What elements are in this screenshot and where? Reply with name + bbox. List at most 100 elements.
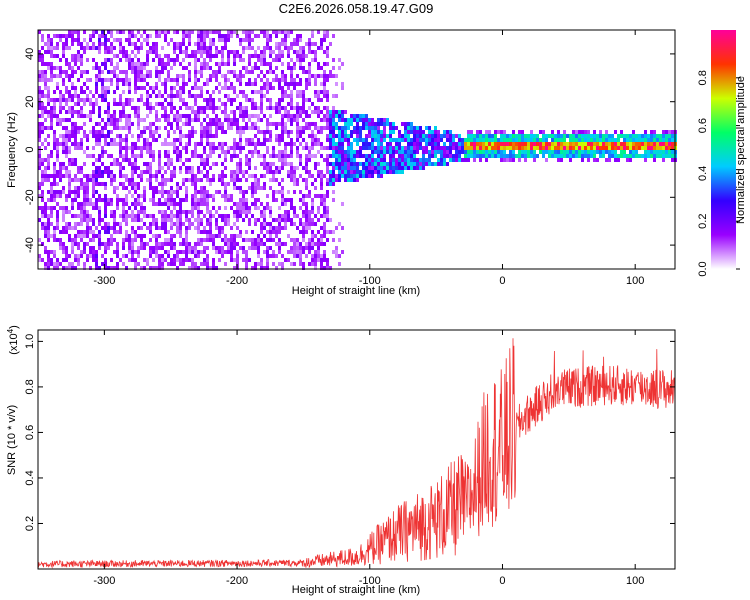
spectrogram-cell — [656, 138, 659, 142]
spectrogram-cell — [95, 74, 98, 78]
spectrogram-cell — [53, 170, 56, 174]
spectrogram-cell — [596, 146, 599, 150]
spectrogram-cell — [590, 154, 593, 158]
spectrogram-cell — [641, 134, 644, 138]
spectrogram-cell — [548, 154, 551, 158]
spectrogram-cell — [215, 146, 218, 150]
y-tick-label: -40 — [24, 237, 36, 253]
spectrogram-cell — [212, 238, 215, 242]
spectrogram-cell — [77, 130, 80, 134]
spectrogram-cell — [221, 146, 224, 150]
spectrogram-cell — [248, 186, 251, 190]
spectrogram-cell — [248, 70, 251, 74]
spectrogram-cell — [260, 118, 263, 122]
spectrogram-cell — [347, 162, 350, 166]
spectrogram-cell — [275, 178, 278, 182]
spectrogram-cell — [224, 150, 227, 154]
spectrogram-cell — [158, 54, 161, 58]
spectrogram-cell — [77, 110, 80, 114]
spectrogram-cell — [338, 110, 341, 114]
spectrogram-cell — [41, 206, 44, 210]
snr-x-label: Height of straight line (km) — [292, 584, 420, 596]
spectrogram-cell — [347, 174, 350, 178]
spectrogram-cell — [332, 34, 335, 38]
spectrogram-cell — [368, 154, 371, 158]
spectrogram-cell — [161, 30, 164, 34]
spectrogram-cell — [62, 230, 65, 234]
spectrogram-cell — [290, 154, 293, 158]
spectrogram-cell — [302, 138, 305, 142]
spectrogram-cell — [203, 230, 206, 234]
spectrogram-cell — [500, 146, 503, 150]
spectrogram-cell — [77, 202, 80, 206]
spectrogram-cell — [38, 126, 41, 130]
spectrogram-cell — [59, 206, 62, 210]
spectrogram-cell — [107, 46, 110, 50]
spectrogram-cell — [185, 122, 188, 126]
spectrogram-cell — [191, 126, 194, 130]
spectrogram-cell — [56, 34, 59, 38]
spectrogram-cell — [335, 122, 338, 126]
spectrogram-cell — [293, 42, 296, 46]
spectrogram-cell — [338, 134, 341, 138]
spectrogram-cell — [191, 202, 194, 206]
spectrogram-cell — [194, 202, 197, 206]
spectrogram-cell — [83, 194, 86, 198]
spectrogram-cell — [74, 62, 77, 66]
spectrogram-cell — [173, 114, 176, 118]
spectrogram-cell — [95, 202, 98, 206]
spectrogram-cell — [473, 146, 476, 150]
spectrogram-cell — [266, 86, 269, 90]
spectrogram-cell — [185, 142, 188, 146]
snr-multiplier-exponent: 4 — [6, 328, 15, 333]
spectrogram-cell — [479, 146, 482, 150]
spectrogram-cell — [524, 154, 527, 158]
spectrogram-cell — [617, 134, 620, 138]
spectrogram-cell — [101, 154, 104, 158]
spectrogram-cell — [659, 150, 662, 154]
spectrogram-cell — [65, 70, 68, 74]
colorbar-tick-label: 0.4 — [697, 166, 709, 181]
spectrogram-cell — [221, 174, 224, 178]
spectrogram-cell — [104, 246, 107, 250]
spectrogram-cell — [191, 194, 194, 198]
spectrogram-cell — [71, 126, 74, 130]
spectrogram-cell — [251, 102, 254, 106]
spectrogram-cell — [206, 102, 209, 106]
spectrogram-cell — [44, 138, 47, 142]
spectrogram-cell — [233, 138, 236, 142]
spectrogram-cell — [215, 62, 218, 66]
spectrogram-cell — [335, 142, 338, 146]
spectrogram-cell — [605, 130, 608, 134]
spectrogram-cell — [176, 190, 179, 194]
spectrogram-cell — [125, 126, 128, 130]
spectrogram-cell — [332, 170, 335, 174]
spectrogram-cell — [83, 70, 86, 74]
spectrogram-cell — [662, 150, 665, 154]
spectrogram-cell — [197, 30, 200, 34]
spectrogram-cell — [320, 182, 323, 186]
spectrogram-cell — [125, 202, 128, 206]
spectrogram-cell — [290, 150, 293, 154]
spectrogram-cell — [59, 122, 62, 126]
spectrogram-cell — [347, 166, 350, 170]
spectrogram-cell — [386, 146, 389, 150]
spectrogram-cell — [287, 118, 290, 122]
spectrogram-cell — [227, 214, 230, 218]
spectrogram-cell — [170, 78, 173, 82]
spectrogram-cell — [356, 126, 359, 130]
spectrogram-cell — [410, 122, 413, 126]
spectrogram-cell — [305, 222, 308, 226]
spectrogram-cell — [92, 154, 95, 158]
spectrogram-cell — [311, 254, 314, 258]
spectrogram-cell — [614, 154, 617, 158]
spectrogram-cell — [50, 210, 53, 214]
spectrogram-cell — [659, 154, 662, 158]
spectrogram-cell — [86, 194, 89, 198]
spectrogram-cell — [305, 202, 308, 206]
spectrogram-cell — [65, 130, 68, 134]
spectrogram-cell — [398, 146, 401, 150]
spectrogram-cell — [200, 262, 203, 266]
spectrogram-cell — [623, 146, 626, 150]
spectrogram-cell — [212, 206, 215, 210]
